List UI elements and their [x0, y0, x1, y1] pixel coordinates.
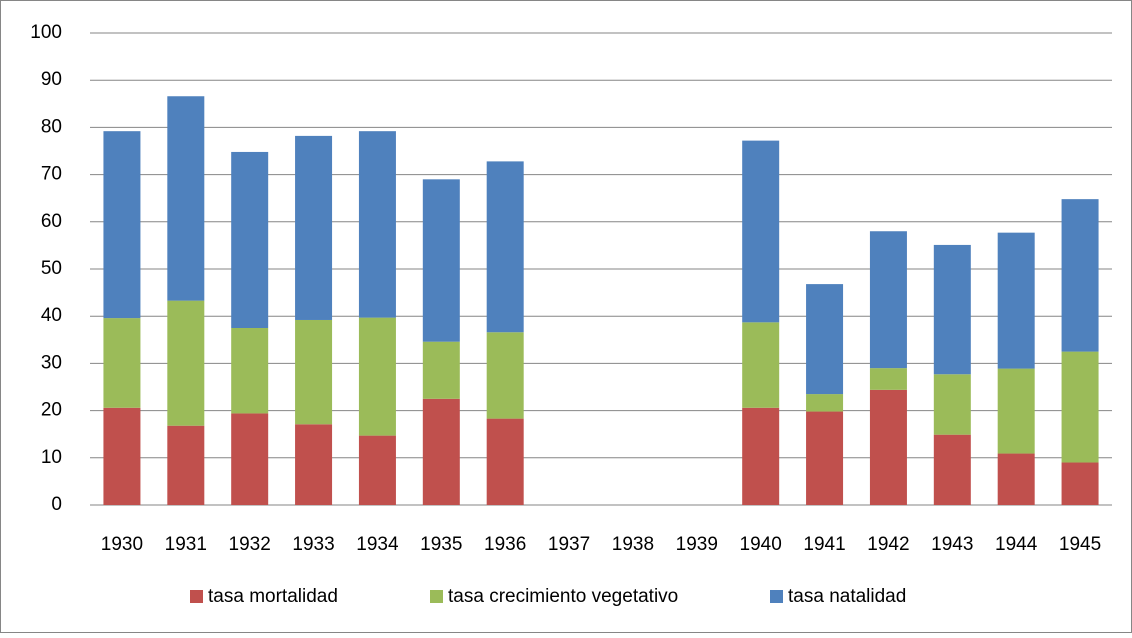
bar-segment [806, 284, 844, 395]
x-tick-label: 1935 [420, 534, 462, 555]
bar-segment [486, 161, 524, 333]
y-tick-label: 80 [41, 116, 62, 137]
bar-segment [358, 131, 396, 318]
y-tick-label: 70 [41, 164, 62, 185]
bar-segment [806, 411, 844, 505]
bar-segment [742, 322, 780, 408]
bar-segment [1061, 351, 1099, 463]
bar-segment [167, 300, 205, 426]
y-tick-label: 50 [41, 258, 62, 279]
y-tick-label: 60 [41, 211, 62, 232]
bar-segment [295, 319, 333, 425]
legend-swatch [430, 590, 443, 603]
bar-segment [486, 418, 524, 505]
bar-segment [1061, 199, 1099, 352]
bar-segment [231, 328, 269, 414]
bar-segment [933, 374, 971, 435]
x-tick-label: 1941 [803, 534, 845, 555]
x-tick-label: 1939 [676, 534, 718, 555]
bar-segment [167, 96, 205, 301]
bar-segment [997, 368, 1035, 454]
bar-segment [103, 318, 141, 408]
x-tick-label: 1944 [995, 534, 1038, 555]
bar-segment [295, 135, 333, 320]
bar-segment [869, 368, 907, 390]
x-tick-label: 1934 [356, 534, 399, 555]
bar-segment [422, 179, 460, 342]
y-tick-label: 100 [30, 22, 62, 43]
bar-segment [486, 332, 524, 419]
x-tick-label: 1938 [612, 534, 654, 555]
legend-label: tasa mortalidad [208, 586, 338, 607]
bar-segment [742, 407, 780, 505]
x-tick-label: 1945 [1059, 534, 1101, 555]
bar-segment [231, 413, 269, 505]
bar-segment [806, 394, 844, 412]
x-tick-label: 1933 [292, 534, 334, 555]
x-tick-label: 1932 [229, 534, 271, 555]
y-tick-label: 40 [41, 305, 62, 326]
x-tick-label: 1940 [740, 534, 782, 555]
bar-segment [358, 317, 396, 436]
legend-swatch [190, 590, 203, 603]
y-tick-label: 0 [51, 494, 62, 515]
bar-segment [167, 425, 205, 505]
x-tick-label: 1930 [101, 534, 143, 555]
bar-segment [103, 131, 141, 319]
bar-segment [358, 435, 396, 505]
legend-label: tasa natalidad [788, 586, 906, 607]
bar-segment [103, 407, 141, 505]
bar-segment [933, 434, 971, 505]
x-tick-label: 1942 [867, 534, 909, 555]
bar-segment [295, 424, 333, 505]
x-tick-label: 1931 [165, 534, 207, 555]
y-tick-label: 20 [41, 400, 62, 421]
bar-segment [422, 398, 460, 505]
bar-segment [869, 389, 907, 505]
y-tick-label: 90 [41, 69, 62, 90]
bar-segment [997, 453, 1035, 505]
legend-swatch [770, 590, 783, 603]
bar-segment [231, 151, 269, 328]
x-tick-label: 1943 [931, 534, 973, 555]
bar-segment [742, 140, 780, 323]
bar-segment [1061, 462, 1099, 505]
bar-segment [933, 244, 971, 375]
bar-segment [422, 341, 460, 399]
x-tick-label: 1937 [548, 534, 590, 555]
y-tick-label: 10 [41, 447, 62, 468]
y-tick-label: 30 [41, 352, 62, 373]
legend-label: tasa crecimiento vegetativo [448, 586, 678, 607]
x-tick-label: 1936 [484, 534, 526, 555]
bar-segment [997, 232, 1035, 369]
bar-segment [869, 231, 907, 369]
